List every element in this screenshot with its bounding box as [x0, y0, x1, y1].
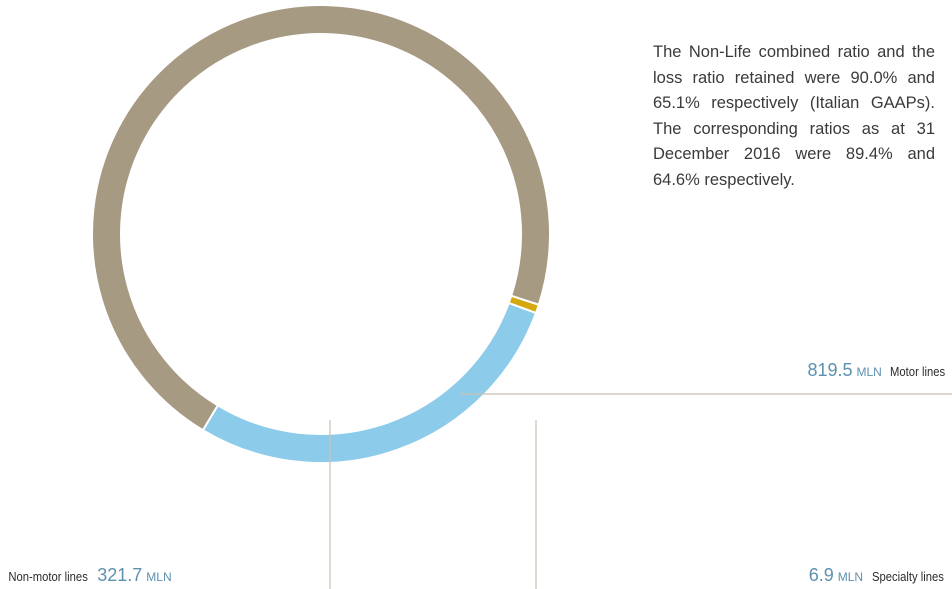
specialty-lines-label: 6.9 MLN Specialty lines: [809, 565, 948, 586]
motor-lines-name: Motor lines: [889, 365, 945, 379]
non-motor-lines-label: Non-motor lines 321.7 MLN: [4, 565, 172, 586]
non-motor-lines-name: Non-motor lines: [8, 570, 88, 584]
description-paragraph: The Non-Life combined ratio and the loss…: [653, 43, 935, 189]
motor-lines-label: 819.5 MLN Motor lines: [807, 360, 948, 381]
specialty-lines-unit: MLN: [837, 570, 864, 584]
slice-motor-lines: [91, 4, 551, 432]
motor-lines-unit: MLN: [856, 365, 882, 379]
specialty-lines-name: Specialty lines: [872, 570, 945, 584]
donut-slices: [91, 4, 551, 464]
non-motor-lines-value: 321.7: [97, 565, 143, 585]
motor-lines-value: 819.5: [807, 360, 853, 380]
slice-non-motor-lines: [201, 301, 538, 464]
leader-lines: [329, 393, 952, 589]
slice-specialty-lines: [507, 294, 541, 315]
non-motor-lines-unit: MLN: [146, 570, 172, 584]
specialty-lines-value: 6.9: [808, 565, 834, 585]
